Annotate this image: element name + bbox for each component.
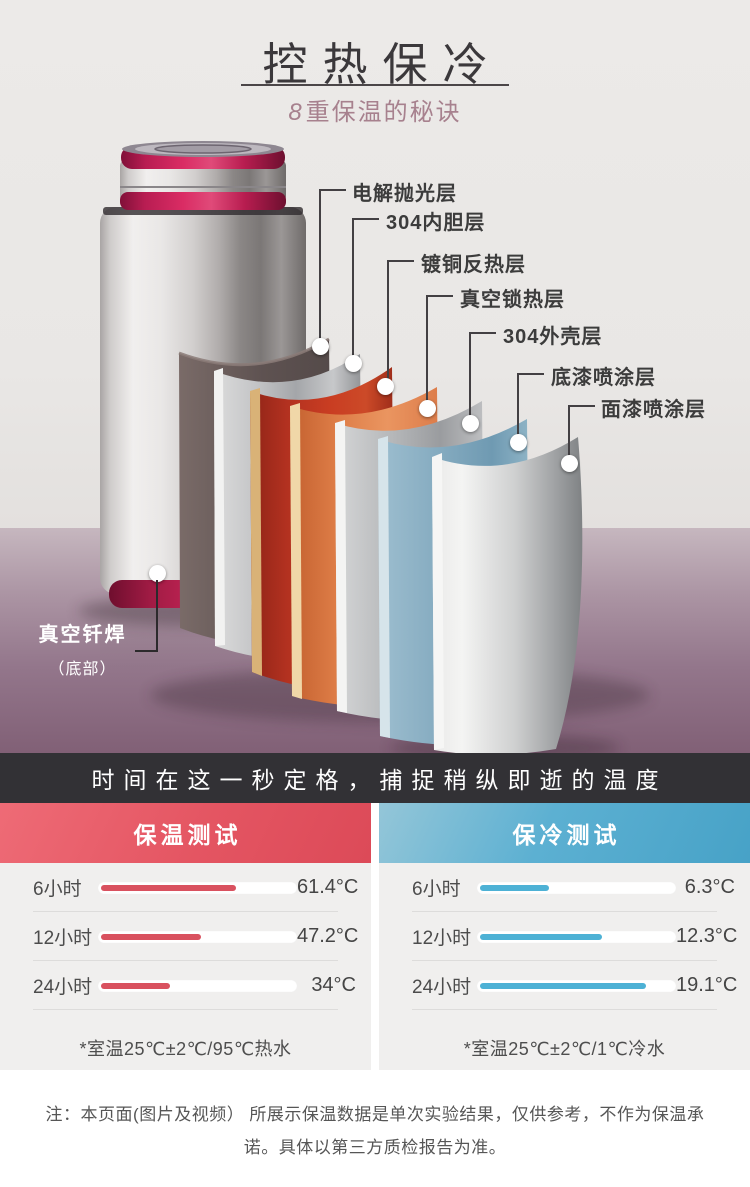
cold-test-condition-note: *室温25℃±2℃/1℃冷水 — [463, 1039, 666, 1059]
callout-line — [568, 405, 570, 463]
product-scene: 控热保冷 8重保温的秘诀 电解抛光层 304内胆层 镀铜反热层 真空锁热层 30… — [0, 0, 750, 753]
temp-bar-track — [98, 881, 297, 894]
table-row: 24小时 34°C — [0, 961, 371, 1010]
callout-line — [517, 373, 519, 442]
callout-label-topcoat: 面漆喷涂层 — [601, 399, 706, 421]
marker-dot-icon — [561, 455, 578, 472]
cap-top-disc — [154, 144, 252, 154]
table-row: 12小时 47.2°C — [0, 912, 371, 961]
callout-line — [352, 218, 354, 363]
marker-dot-icon — [149, 565, 166, 582]
subtitle-number: 8 — [288, 99, 304, 126]
temp-bar-fill — [480, 982, 646, 989]
time-label: 12小时 — [412, 928, 472, 949]
bottom-part-text: （底部） — [48, 661, 117, 678]
test-panels: 保温测试 6小时 61.4°C 12小时 47.2°C 24小时 34°C — [0, 803, 750, 1070]
material-layers — [178, 337, 583, 753]
cap-steel-band — [120, 160, 286, 202]
marker-dot-icon — [510, 434, 527, 451]
callout-line — [388, 260, 414, 262]
cold-retention-panel: 保冷测试 6小时 6.3°C 12小时 12.3°C 24小时 19.1°C — [379, 803, 750, 1070]
disclaimer-text: 注：本页面(图片及视频） 所展示保温数据是单次实验结果，仅供参考，不作为保温承诺… — [45, 1105, 705, 1157]
callout-line — [569, 405, 595, 407]
callout-line — [319, 189, 321, 346]
callout-line — [135, 650, 158, 652]
temp-value: 19.1°C — [676, 974, 738, 996]
layer-topcoat — [432, 437, 583, 753]
vacuum-brazing-text: 真空钎焊 — [38, 624, 127, 646]
time-label: 24小时 — [33, 977, 93, 998]
temp-bar-track — [477, 979, 676, 992]
callout-line — [426, 295, 428, 408]
table-row: 12小时 12.3°C — [379, 912, 750, 961]
temp-bar-track — [477, 881, 676, 894]
table-row: 24小时 19.1°C — [379, 961, 750, 1010]
temp-bar-fill — [101, 933, 202, 940]
temp-value: 12.3°C — [676, 925, 738, 947]
temp-bar-fill — [101, 884, 237, 891]
callout-line — [470, 332, 496, 334]
callout-line — [156, 580, 158, 652]
cap-groove — [120, 186, 286, 188]
title-underline — [241, 84, 509, 86]
time-label: 24小时 — [412, 977, 472, 998]
callout-line — [387, 260, 389, 386]
marker-dot-icon — [377, 378, 394, 395]
table-row: 6小时 61.4°C — [0, 863, 371, 912]
callout-label-electropolish: 电解抛光层 — [352, 183, 457, 205]
callout-line — [427, 295, 453, 297]
temp-bar-fill — [480, 884, 550, 891]
temp-bar-fill — [480, 933, 602, 940]
slogan-banner: 时间在这一秒定格，捕捉稍纵即逝的温度 — [0, 753, 750, 803]
marker-dot-icon — [312, 338, 329, 355]
page-title: 控热保冷 — [262, 39, 503, 90]
marker-dot-icon — [462, 415, 479, 432]
callout-line — [469, 332, 471, 423]
cold-test-body: 6小时 6.3°C 12小时 12.3°C 24小时 19.1°C *室温25℃… — [379, 863, 750, 1070]
temp-value: 61.4°C — [297, 876, 359, 898]
time-label: 6小时 — [412, 879, 461, 900]
heat-test-header: 保温测试 — [0, 803, 371, 863]
temp-bar-track — [98, 930, 297, 943]
callout-label-inner-304: 304内胆层 — [386, 212, 486, 234]
time-label: 12小时 — [33, 928, 93, 949]
temp-bar-fill — [101, 982, 171, 989]
cap-lower-pink-band — [120, 192, 286, 210]
cold-test-header: 保冷测试 — [379, 803, 750, 863]
bottle-layers-illustration — [78, 141, 650, 753]
marker-dot-icon — [419, 400, 436, 417]
marker-dot-icon — [345, 355, 362, 372]
callout-line — [518, 373, 544, 375]
callout-label-copper: 镀铜反热层 — [421, 254, 526, 276]
temp-value: 47.2°C — [297, 925, 359, 947]
temp-value: 34°C — [311, 974, 356, 996]
time-label: 6小时 — [33, 879, 82, 900]
heat-retention-panel: 保温测试 6小时 61.4°C 12小时 47.2°C 24小时 34°C — [0, 803, 371, 1070]
page-subtitle: 8重保温的秘诀 — [0, 92, 750, 127]
temp-value: 6.3°C — [684, 876, 735, 898]
temp-bar-track — [98, 979, 297, 992]
callout-label-outer-304: 304外壳层 — [503, 326, 603, 348]
table-row: 6小时 6.3°C — [379, 863, 750, 912]
slogan-text: 时间在这一秒定格，捕捉稍纵即逝的温度 — [91, 767, 668, 793]
callout-label-vacuum: 真空锁热层 — [460, 289, 565, 311]
callout-label-vacuum-brazing: 真空钎焊 （底部） — [30, 618, 135, 679]
heat-test-body: 6小时 61.4°C 12小时 47.2°C 24小时 34°C *室温25℃±… — [0, 863, 371, 1070]
disclaimer-section: 注：本页面(图片及视频） 所展示保温数据是单次实验结果，仅供参考，不作为保温承诺… — [0, 1070, 750, 1187]
subtitle-text: 重保温的秘诀 — [305, 99, 462, 126]
callout-label-primer: 底漆喷涂层 — [551, 367, 656, 389]
callout-line — [320, 189, 346, 191]
temp-bar-track — [477, 930, 676, 943]
callout-line — [353, 218, 379, 220]
heat-test-condition-note: *室温25℃±2℃/95℃热水 — [79, 1039, 292, 1059]
